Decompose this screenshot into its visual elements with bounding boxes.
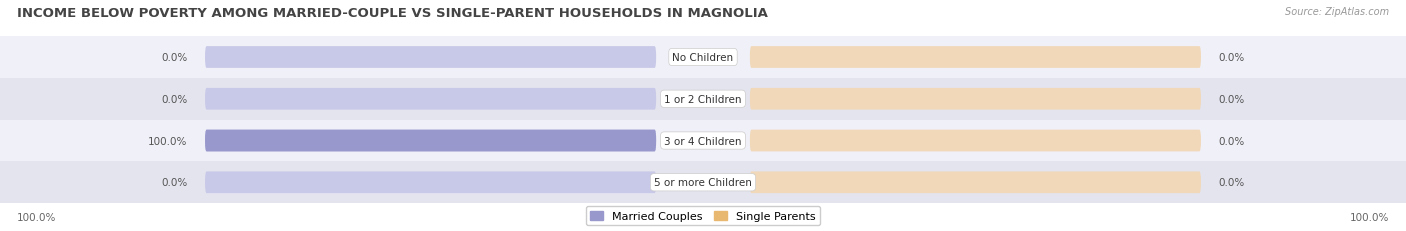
Text: No Children: No Children bbox=[672, 53, 734, 63]
Text: 100.0%: 100.0% bbox=[148, 136, 187, 146]
Text: 100.0%: 100.0% bbox=[17, 213, 56, 222]
Text: 0.0%: 0.0% bbox=[162, 94, 187, 104]
FancyBboxPatch shape bbox=[749, 88, 1201, 110]
Legend: Married Couples, Single Parents: Married Couples, Single Parents bbox=[586, 206, 820, 225]
FancyBboxPatch shape bbox=[205, 130, 657, 152]
Text: 3 or 4 Children: 3 or 4 Children bbox=[664, 136, 742, 146]
Bar bbox=[0, 37, 1406, 79]
Text: 0.0%: 0.0% bbox=[1219, 94, 1244, 104]
Bar bbox=[0, 162, 1406, 203]
Text: 0.0%: 0.0% bbox=[1219, 136, 1244, 146]
Text: INCOME BELOW POVERTY AMONG MARRIED-COUPLE VS SINGLE-PARENT HOUSEHOLDS IN MAGNOLI: INCOME BELOW POVERTY AMONG MARRIED-COUPL… bbox=[17, 7, 768, 20]
Text: 100.0%: 100.0% bbox=[1350, 213, 1389, 222]
FancyBboxPatch shape bbox=[749, 47, 1201, 69]
FancyBboxPatch shape bbox=[205, 88, 657, 110]
FancyBboxPatch shape bbox=[749, 130, 1201, 152]
Text: Source: ZipAtlas.com: Source: ZipAtlas.com bbox=[1285, 7, 1389, 17]
FancyBboxPatch shape bbox=[205, 172, 657, 193]
FancyBboxPatch shape bbox=[205, 47, 657, 69]
Text: 0.0%: 0.0% bbox=[1219, 177, 1244, 188]
FancyBboxPatch shape bbox=[205, 130, 657, 152]
Text: 0.0%: 0.0% bbox=[162, 53, 187, 63]
Bar bbox=[0, 120, 1406, 162]
Text: 5 or more Children: 5 or more Children bbox=[654, 177, 752, 188]
Text: 0.0%: 0.0% bbox=[162, 177, 187, 188]
Bar bbox=[0, 79, 1406, 120]
FancyBboxPatch shape bbox=[749, 172, 1201, 193]
Text: 0.0%: 0.0% bbox=[1219, 53, 1244, 63]
Text: 1 or 2 Children: 1 or 2 Children bbox=[664, 94, 742, 104]
